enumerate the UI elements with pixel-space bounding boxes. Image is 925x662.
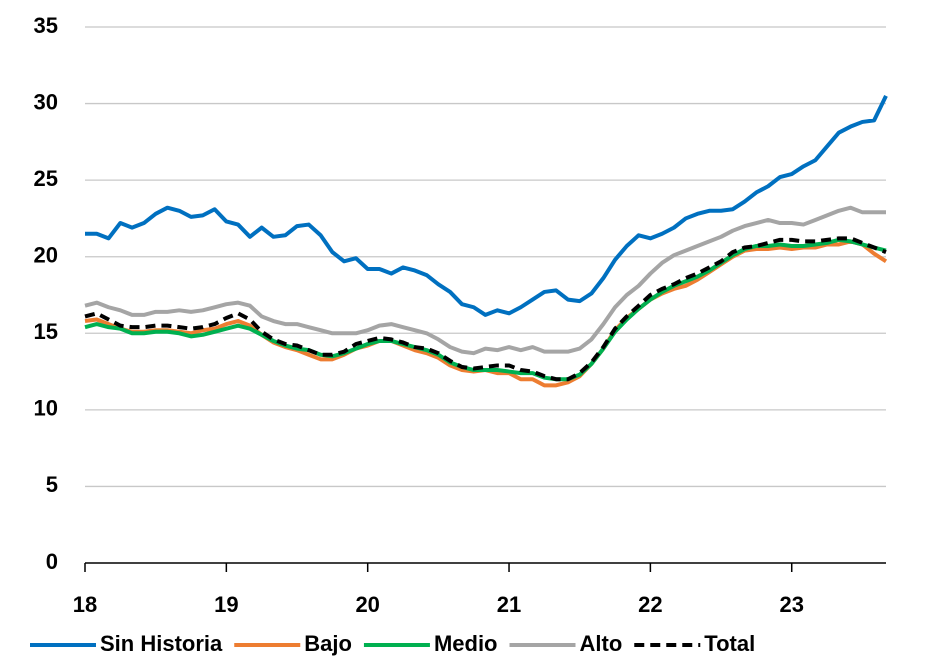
x-tick-label: 22 bbox=[638, 592, 662, 617]
legend-label: Alto bbox=[580, 631, 623, 656]
legend-label: Bajo bbox=[304, 631, 352, 656]
y-tick-label: 15 bbox=[34, 319, 58, 344]
y-tick-label: 35 bbox=[34, 13, 58, 38]
x-tick-label: 19 bbox=[214, 592, 238, 617]
legend-label: Sin Historia bbox=[100, 631, 223, 656]
series-line bbox=[84, 237, 887, 382]
x-tick-label: 21 bbox=[497, 592, 521, 617]
y-tick-label: 25 bbox=[34, 166, 58, 191]
y-tick-label: 30 bbox=[34, 89, 58, 114]
series-line bbox=[85, 95, 888, 317]
x-tick-label: 18 bbox=[73, 592, 97, 617]
y-tick-label: 0 bbox=[46, 549, 58, 574]
legend-label: Total bbox=[704, 631, 755, 656]
legend-label: Medio bbox=[434, 631, 498, 656]
y-tick-label: 20 bbox=[34, 243, 58, 268]
series-line bbox=[84, 205, 886, 356]
x-tick-label: 23 bbox=[779, 592, 803, 617]
y-tick-label: 10 bbox=[34, 396, 58, 421]
y-tick-label: 5 bbox=[46, 472, 58, 497]
x-tick-label: 20 bbox=[355, 592, 379, 617]
